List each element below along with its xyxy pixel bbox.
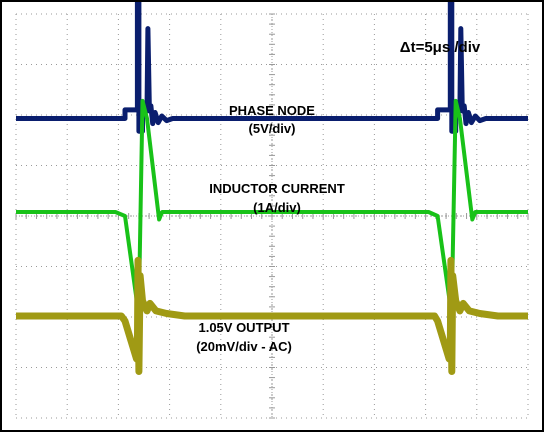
phase-node-scale-label: (5V/div): [249, 121, 296, 136]
timebase-label: Δt=5μs /div: [400, 39, 481, 56]
traces: [16, 0, 528, 375]
inductor-current-scale-label: (1A/div): [253, 200, 301, 215]
phase-node-trace-core: [16, 0, 528, 132]
output-voltage-scale-label: (20mV/div - AC): [196, 339, 292, 354]
inductor-current-label: INDUCTOR CURRENT: [209, 181, 345, 196]
output-voltage-trace-core: [16, 260, 528, 372]
phase-node-label: PHASE NODE: [229, 103, 315, 118]
output-voltage-label: 1.05V OUTPUT: [198, 320, 289, 335]
annotation-labels: Δt=5μs /div PHASE NODE (5V/div) INDUCTOR…: [196, 39, 481, 354]
